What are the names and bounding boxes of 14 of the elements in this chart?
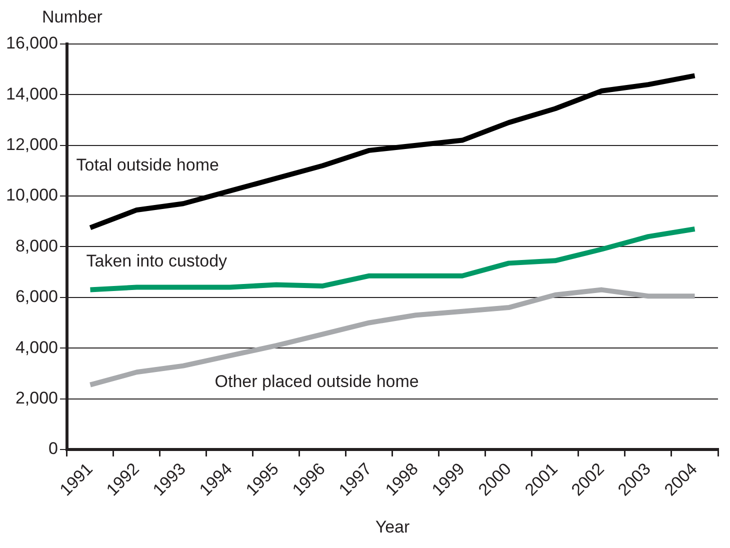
y-axis-title: Number: [42, 8, 103, 27]
y-tick-label: 12,000: [6, 135, 58, 154]
series-label: Other placed outside home: [214, 372, 419, 391]
y-tick-label: 6,000: [15, 287, 58, 306]
y-tick-label: 4,000: [15, 338, 58, 357]
x-axis-title: Year: [375, 517, 410, 536]
series-label: Taken into custody: [86, 251, 228, 270]
y-tick-label: 2,000: [15, 388, 58, 408]
y-tick-label: 10,000: [6, 186, 58, 205]
y-tick-label: 8,000: [15, 236, 58, 256]
series-label: Total outside home: [76, 155, 219, 174]
y-tick-label: 14,000: [6, 84, 58, 104]
y-tick-label: 0: [48, 439, 58, 458]
y-tick-label: 16,000: [6, 34, 58, 53]
